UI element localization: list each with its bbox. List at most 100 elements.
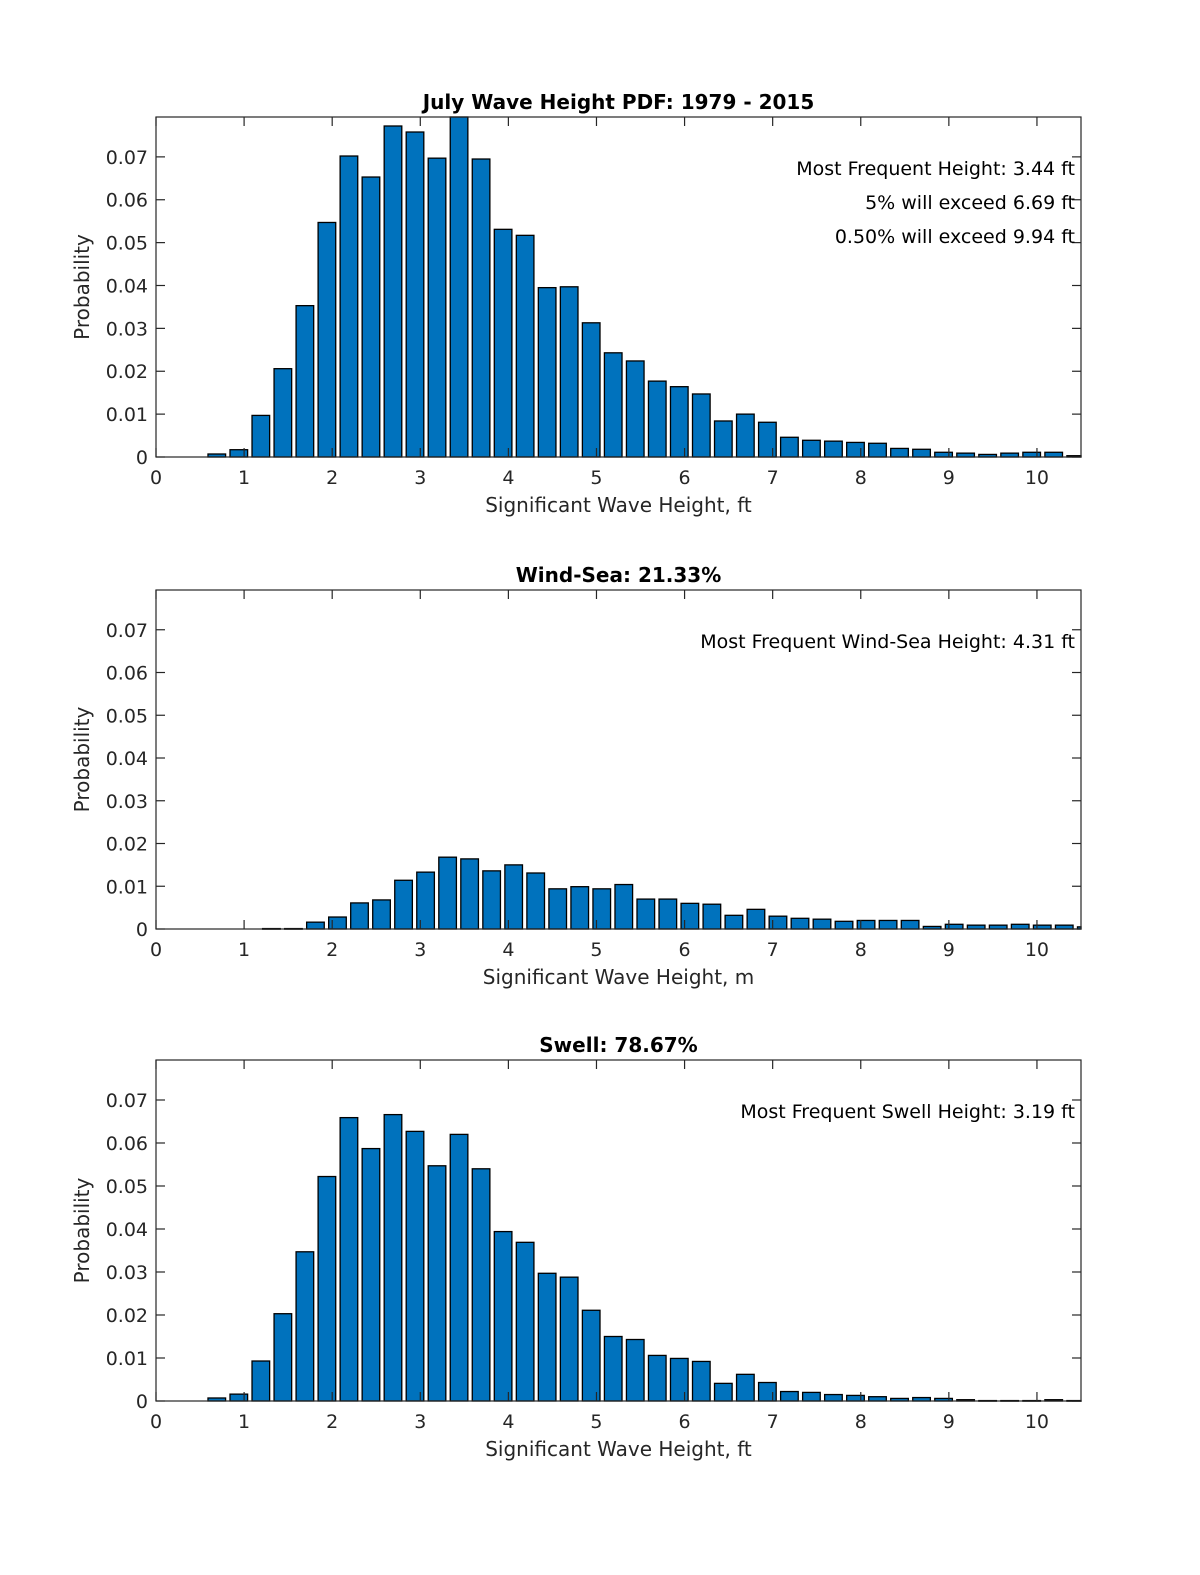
x-axis-label-wind-sea: Significant Wave Height, m: [483, 965, 754, 989]
bar: [1022, 451, 1042, 458]
x-tick-label: 0: [150, 939, 162, 961]
bar: [768, 915, 788, 930]
bar: [482, 870, 502, 930]
y-tick-label: 0.04: [106, 1219, 148, 1241]
bar: [394, 879, 414, 930]
y-tick-label: 0.01: [106, 404, 148, 426]
x-tick-label: 5: [590, 939, 602, 961]
annotation-most-frequent-wind-sea: Most Frequent Wind-Sea Height: 4.31 ft: [700, 631, 1075, 653]
bar: [548, 888, 568, 930]
x-tick-label: 3: [414, 1411, 426, 1433]
bar: [944, 923, 964, 930]
y-axis-label-swell: Probability: [70, 1177, 94, 1283]
bar: [625, 1338, 645, 1402]
bar: [537, 286, 557, 458]
y-tick-label: 0: [136, 447, 148, 469]
bar: [713, 420, 733, 458]
bar: [581, 1309, 601, 1402]
annotation-most-frequent-height: Most Frequent Height: 3.44 ft: [796, 158, 1075, 180]
bar: [317, 221, 337, 458]
y-tick-label: 0.07: [106, 147, 148, 169]
bar: [405, 131, 425, 458]
bar: [669, 386, 689, 458]
panel-wind-sea: 0 1 2 3 4 5 6 7 8 9 10 0 0.01 0.02 0.03 0.04 0.05 0.06 0.0…: [70, 563, 1082, 989]
bar: [305, 921, 325, 930]
y-tick-label: 0.01: [106, 1348, 148, 1370]
x-tick-label: 7: [767, 467, 779, 489]
bar: [603, 1335, 623, 1402]
bar: [416, 871, 436, 930]
bar: [361, 1147, 381, 1402]
x-tick-label: 7: [767, 939, 779, 961]
bar: [251, 1360, 271, 1402]
bar: [846, 441, 865, 458]
bar: [735, 1373, 755, 1402]
chart-title-swell: Swell: 78.67%: [539, 1033, 697, 1057]
x-tick-label: 1: [238, 939, 250, 961]
y-tick-label: 0.02: [106, 361, 148, 383]
bar: [427, 157, 447, 458]
bar: [801, 439, 821, 458]
axes-box-wind-sea: [155, 589, 1082, 930]
bar: [537, 1272, 557, 1402]
y-axis-label-wind-sea: Probability: [70, 706, 94, 812]
y-tick-label: 0.03: [106, 791, 148, 813]
x-tick-label: 3: [414, 939, 426, 961]
x-tick-label: 2: [326, 1411, 338, 1433]
bar: [658, 898, 678, 930]
bar: [934, 451, 954, 458]
bar: [823, 1393, 843, 1402]
bar: [669, 1357, 689, 1402]
bar: [460, 858, 480, 930]
x-tick-label: 2: [326, 939, 338, 961]
bar: [559, 286, 579, 458]
x-tick-label: 4: [502, 1411, 514, 1433]
bar: [1044, 451, 1064, 458]
x-tick-label: 1: [238, 1411, 250, 1433]
bar: [471, 1168, 491, 1402]
x-tick-label: 9: [943, 467, 955, 489]
annotation-0-5pct-exceed: 0.50% will exceed 9.94 ft: [835, 226, 1075, 248]
x-tick-label: 0: [150, 467, 162, 489]
bar: [834, 920, 854, 930]
bar: [647, 1354, 667, 1402]
bar: [746, 908, 766, 930]
y-tick-label: 0.02: [106, 1305, 148, 1327]
axes-box-total: [155, 116, 1082, 458]
x-tick-label: 0: [150, 1411, 162, 1433]
bar: [350, 902, 369, 930]
x-tick-label: 3: [414, 467, 426, 489]
bar: [526, 872, 546, 930]
bar: [757, 1381, 777, 1402]
bar: [438, 856, 458, 930]
x-tick-label: 10: [1025, 1411, 1049, 1433]
bar: [383, 1113, 403, 1402]
y-tick-label: 0.03: [106, 318, 148, 340]
bar: [581, 322, 601, 458]
x-tick-label: 6: [679, 1411, 691, 1433]
bar: [317, 1175, 337, 1402]
bar: [383, 125, 403, 458]
bar: [493, 228, 513, 458]
bar: [515, 1241, 535, 1402]
bar: [868, 1396, 887, 1402]
bar: [614, 883, 634, 930]
bar: [1010, 923, 1030, 930]
bar: [504, 864, 524, 930]
x-tick-label: 8: [855, 1411, 867, 1433]
x-tick-label: 7: [767, 1411, 779, 1433]
y-tick-label: 0.01: [106, 876, 148, 898]
bar: [735, 413, 755, 458]
bar: [779, 436, 799, 458]
bar: [229, 449, 249, 458]
y-tick-label: 0.07: [106, 620, 148, 642]
x-tick-label: 9: [943, 939, 955, 961]
bar: [361, 176, 381, 458]
bar: [647, 380, 667, 458]
x-tick-label: 4: [502, 467, 514, 489]
bar: [372, 899, 391, 930]
x-tick-label: 4: [502, 939, 514, 961]
y-tick-label: 0.06: [106, 1133, 148, 1155]
bar: [757, 421, 777, 458]
